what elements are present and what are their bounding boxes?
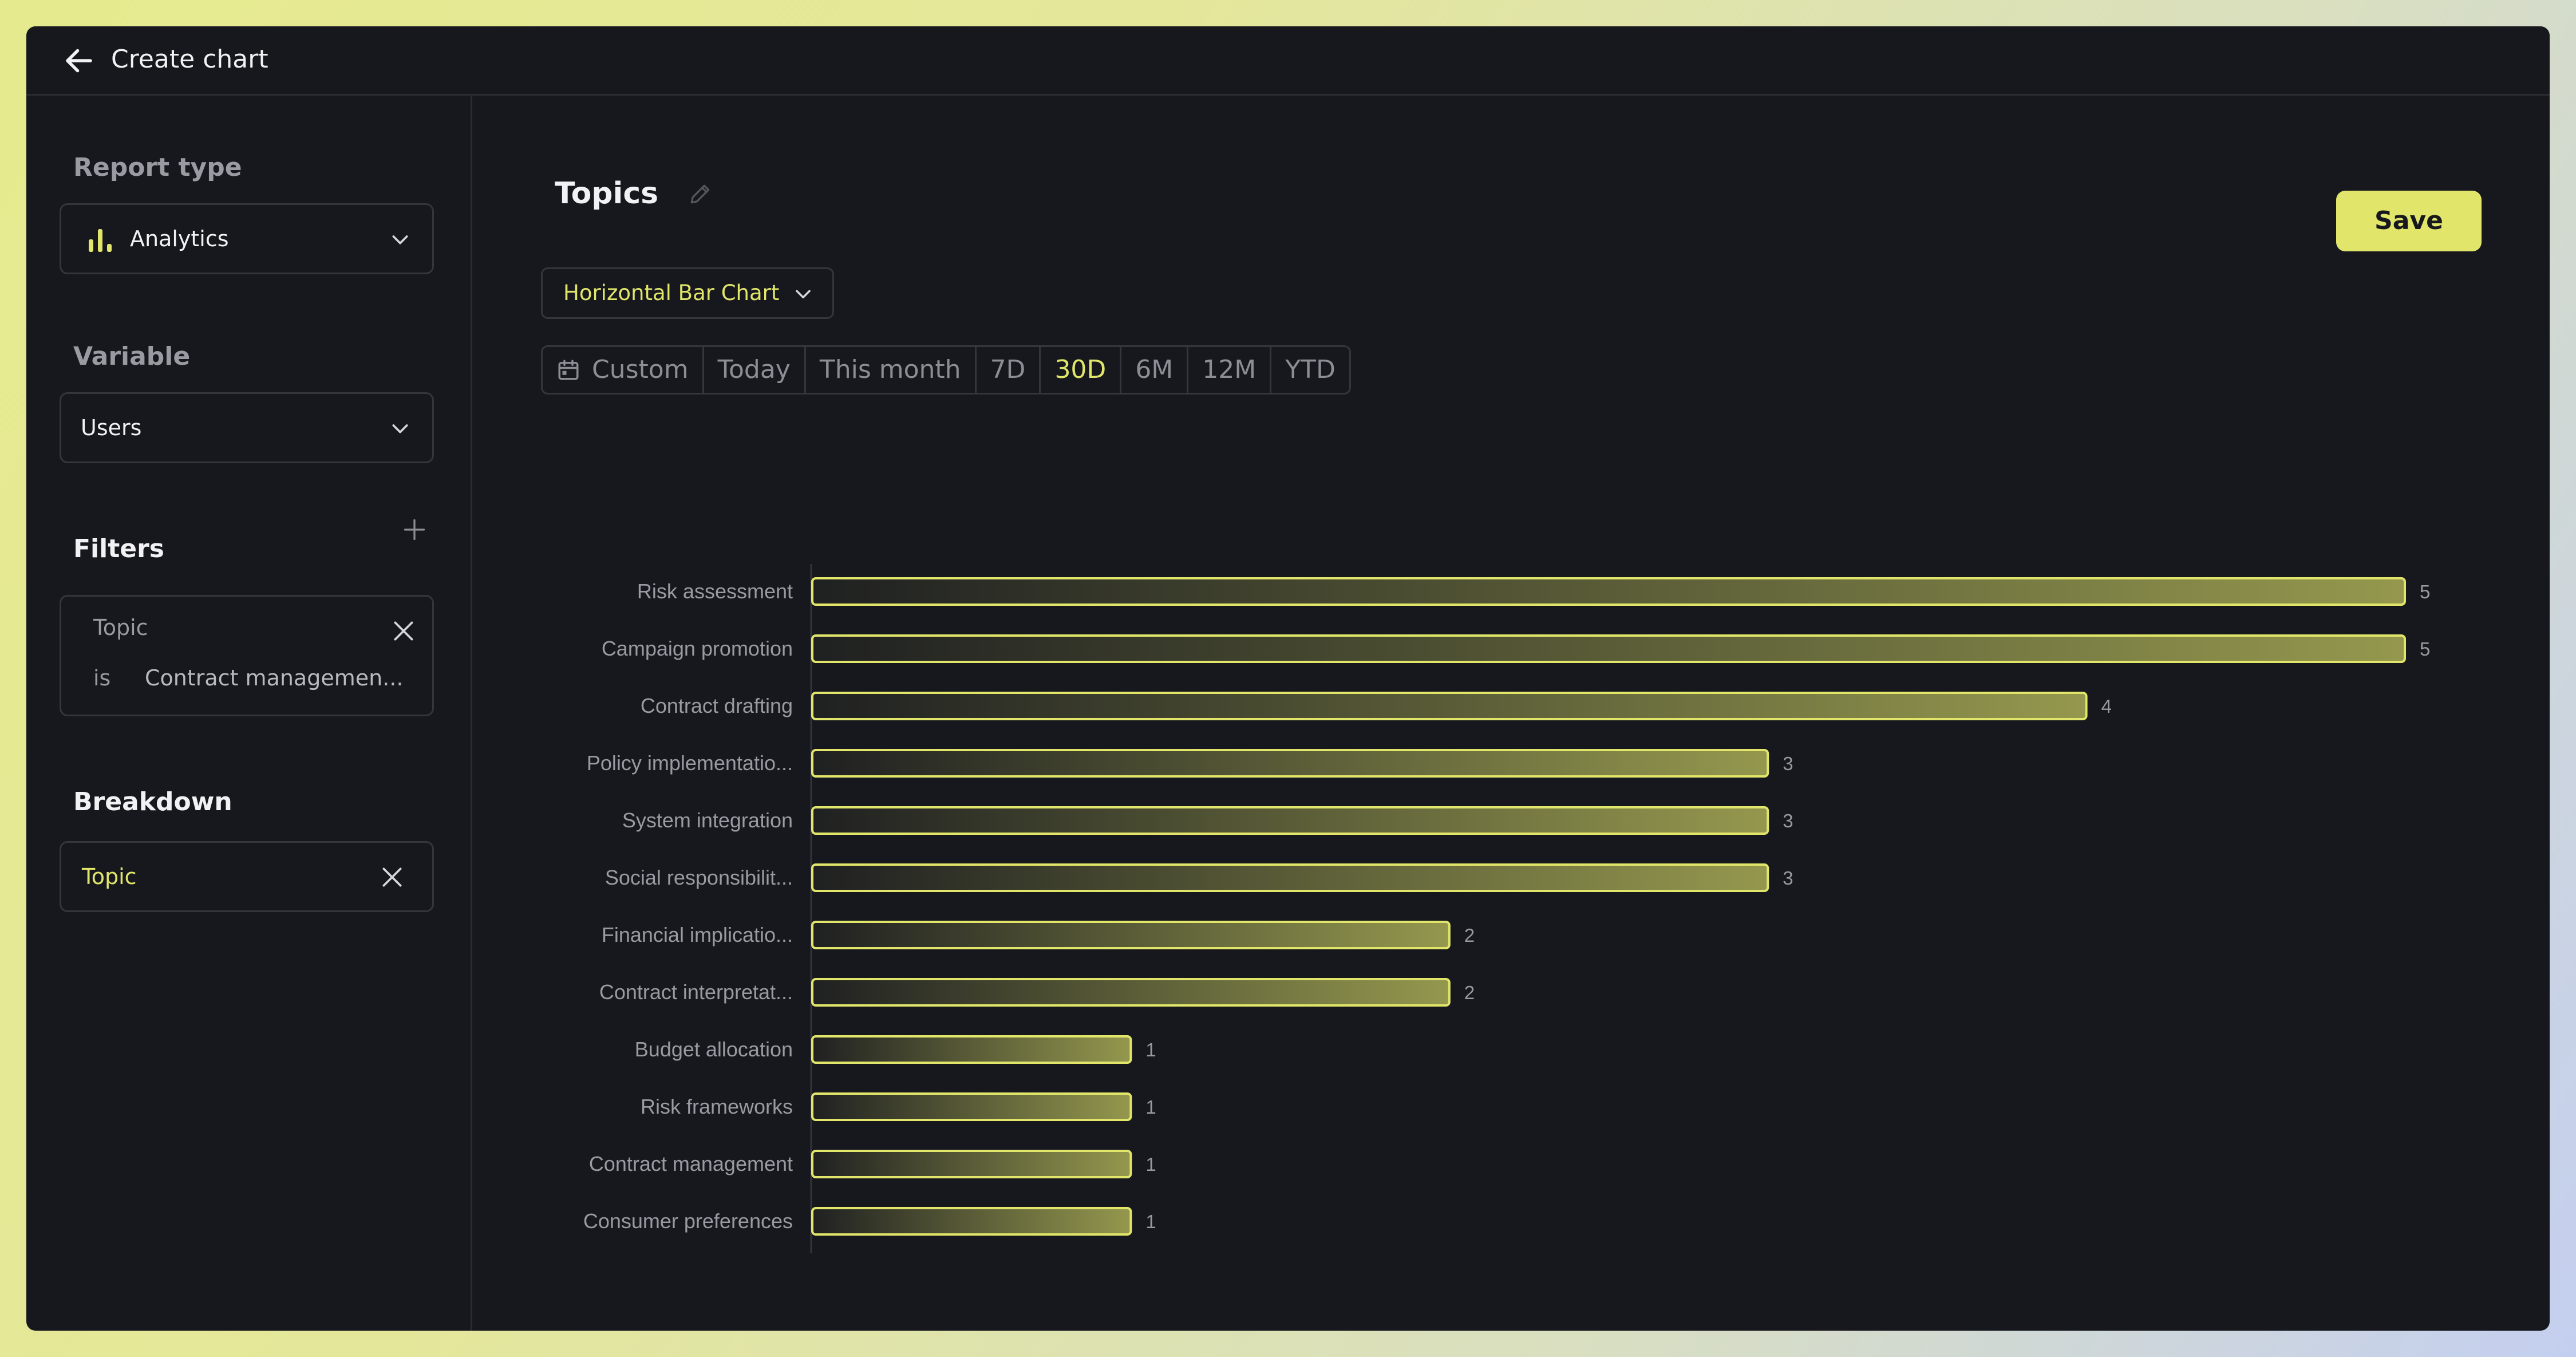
category-label: Consumer preferences <box>583 1209 793 1233</box>
report-type-value: Analytics <box>130 226 229 251</box>
range-ytd[interactable]: YTD <box>1285 355 1336 384</box>
category-label: Policy implementatio... <box>587 751 793 775</box>
range-30d[interactable]: 30D <box>1041 347 1122 393</box>
range-this-month[interactable]: This month <box>806 347 977 393</box>
category-label: Budget allocation <box>635 1038 793 1061</box>
chevron-down-icon <box>392 424 408 433</box>
main-panel: Topics Save Horizontal Bar Chart Custom … <box>472 96 2550 1331</box>
pencil-icon[interactable] <box>688 182 713 207</box>
chart-type-label: Horizontal Bar Chart <box>563 281 780 305</box>
save-button[interactable]: Save <box>2336 191 2482 251</box>
filters-label: Filters <box>73 534 164 563</box>
arrow-left-icon[interactable] <box>62 44 96 78</box>
bar[interactable] <box>811 1035 1132 1064</box>
filter-value: Contract managemen... <box>145 665 404 691</box>
add-filter-icon[interactable] <box>402 517 427 542</box>
range-6m[interactable]: 6M <box>1121 347 1189 393</box>
bar-chart: Risk assessment 5 Campaign promotion 5 Contr… <box>583 564 2430 1253</box>
report-type-select[interactable]: Analytics <box>60 203 434 274</box>
bar-value-label: 3 <box>1783 867 1793 889</box>
bar[interactable] <box>811 863 1769 892</box>
range-7d[interactable]: 7D <box>977 347 1041 393</box>
bar[interactable] <box>811 692 2088 720</box>
bar-value-label: 2 <box>1464 925 1475 946</box>
sidebar: Report type Analytics Variable Users Fil… <box>26 96 472 1331</box>
bar-value-label: 1 <box>1145 1211 1156 1232</box>
bar[interactable] <box>811 749 1769 778</box>
filter-card[interactable]: Topic is Contract managemen... <box>60 595 434 716</box>
breakdown-value: Topic <box>82 864 137 889</box>
category-label: Campaign promotion <box>602 637 793 660</box>
bar[interactable] <box>811 978 1451 1007</box>
chevron-down-icon <box>796 290 811 299</box>
bar[interactable] <box>811 806 1769 835</box>
filter-field: Topic <box>93 615 148 640</box>
chart-type-dropdown[interactable]: Horizontal Bar Chart <box>541 267 834 319</box>
bar[interactable] <box>811 1150 1132 1178</box>
remove-filter-icon[interactable] <box>391 618 416 644</box>
breakdown-select[interactable]: Topic <box>60 841 434 912</box>
chevron-down-icon <box>392 235 408 244</box>
range-12m[interactable]: 12M <box>1188 347 1272 393</box>
category-label: System integration <box>622 808 793 832</box>
category-label: Financial implicatio... <box>602 923 793 946</box>
remove-breakdown-icon[interactable] <box>380 865 405 890</box>
bar-value-label: 1 <box>1145 1154 1156 1175</box>
category-label: Risk assessment <box>637 579 793 603</box>
bar[interactable] <box>811 577 2406 606</box>
bar[interactable] <box>811 1207 1132 1236</box>
range-custom[interactable]: Custom <box>543 347 704 393</box>
category-label: Contract interpretat... <box>599 980 793 1004</box>
bar-value-label: 4 <box>2101 696 2112 717</box>
bar-value-label: 1 <box>1145 1039 1156 1060</box>
variable-label: Variable <box>73 342 191 371</box>
bar-value-label: 5 <box>2420 581 2430 602</box>
bar[interactable] <box>811 1092 1132 1121</box>
app-window: Create chart Report type Analytics Varia… <box>26 26 2550 1331</box>
bar-value-label: 1 <box>1145 1096 1156 1118</box>
category-label: Social responsibilit... <box>605 866 793 889</box>
calendar-icon <box>558 360 579 380</box>
breakdown-label: Breakdown <box>73 787 232 816</box>
category-label: Contract management <box>589 1152 793 1175</box>
filter-operator: is <box>93 665 111 691</box>
top-bar: Create chart <box>26 26 2550 96</box>
category-label: Contract drafting <box>641 694 793 717</box>
report-type-label: Report type <box>73 153 242 182</box>
variable-value: Users <box>81 415 142 440</box>
bar[interactable] <box>811 921 1451 949</box>
range-today[interactable]: Today <box>704 347 806 393</box>
category-label: Risk frameworks <box>641 1095 793 1118</box>
bar-value-label: 5 <box>2420 638 2430 660</box>
bar-chart-icon <box>89 229 112 252</box>
bar[interactable] <box>811 634 2406 663</box>
date-range-selector: Custom Today This month 7D 30D 6M 12M YT… <box>541 345 1351 395</box>
bar-value-label: 2 <box>1464 982 1475 1003</box>
bar-value-label: 3 <box>1783 753 1793 774</box>
range-custom-label: Custom <box>592 355 689 384</box>
bar-value-label: 3 <box>1783 810 1793 831</box>
variable-select[interactable]: Users <box>60 392 434 463</box>
chart-title: Topics <box>555 176 659 211</box>
page-title: Create chart <box>111 45 268 74</box>
